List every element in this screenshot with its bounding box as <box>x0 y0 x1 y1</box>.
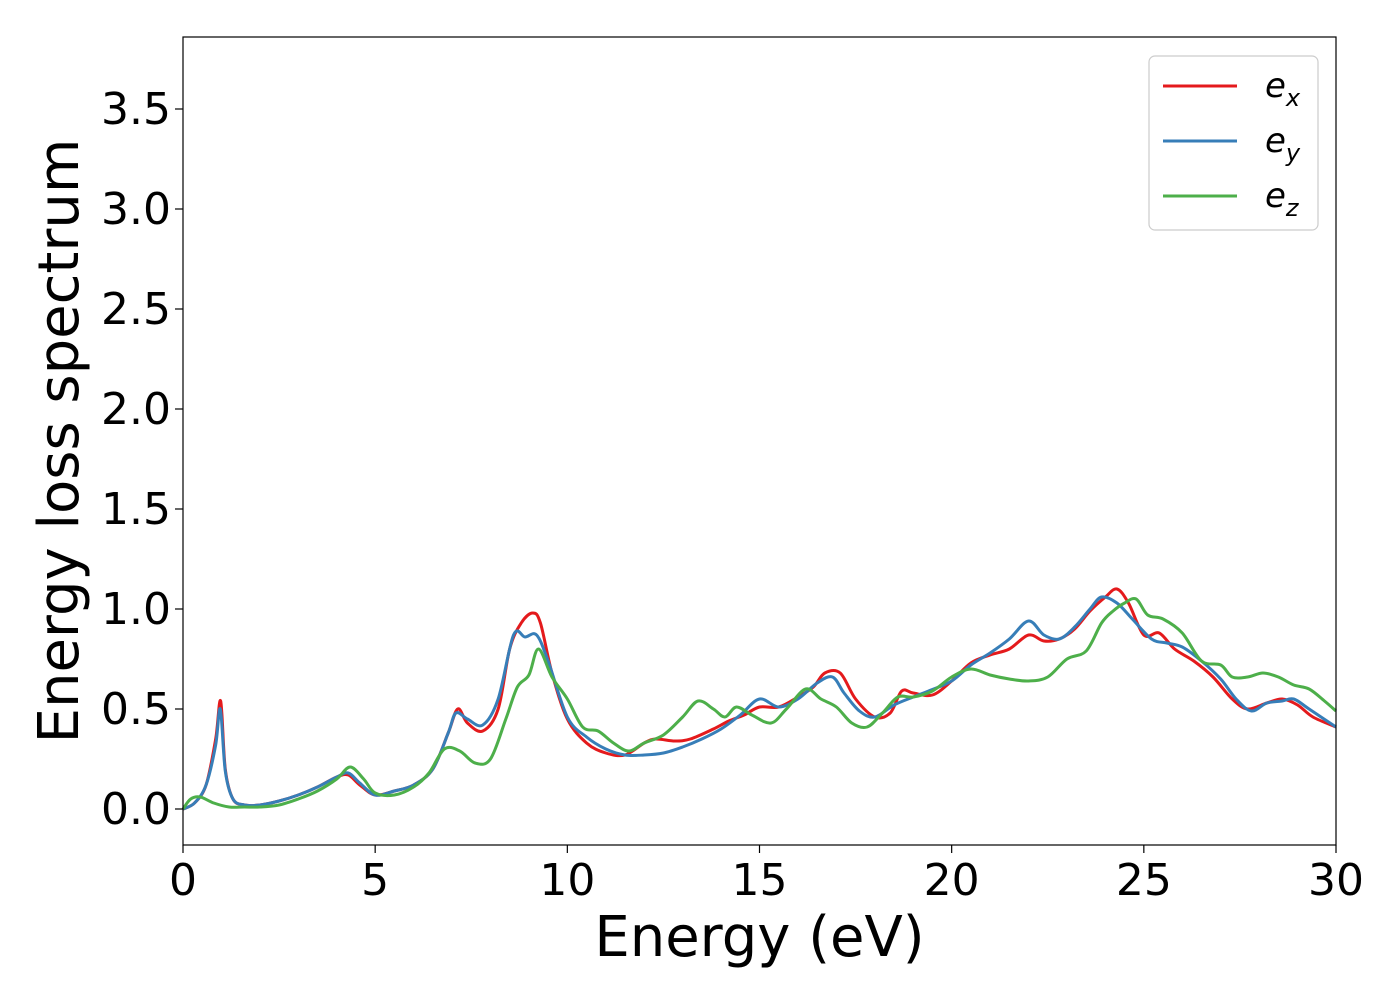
legend-box <box>1148 55 1319 231</box>
x-tick-label: 10 <box>539 855 595 906</box>
x-tick-label: 25 <box>1116 855 1172 906</box>
y-axis: 0.0 0.5 1.0 1.5 2.0 2.5 3.0 3.5 <box>101 84 183 835</box>
y-tick-label: 1.5 <box>101 484 171 535</box>
y-tick-label: 2.5 <box>101 284 171 335</box>
x-tick-label: 15 <box>732 855 788 906</box>
y-axis-label: Energy loss spectrum <box>27 139 92 744</box>
series-line-z <box>181 597 1337 810</box>
x-tick-label: 20 <box>924 855 980 906</box>
x-tick-label: 0 <box>169 855 197 906</box>
legend-label-y: ey <box>1265 121 1301 167</box>
x-tick-label: 30 <box>1308 855 1364 906</box>
legend-label-z: ez <box>1265 176 1300 222</box>
plot-background <box>183 37 1336 845</box>
y-tick-label: 0.5 <box>101 684 171 735</box>
legend-label-x: ex <box>1265 66 1301 112</box>
y-tick-label: 2.0 <box>101 384 171 435</box>
series-line-y <box>182 595 1337 811</box>
y-tick-label: 1.0 <box>101 584 171 635</box>
legend: ex ey ez <box>1148 55 1319 231</box>
y-tick-label: 3.0 <box>101 184 171 235</box>
y-tick-label: 0.0 <box>101 784 171 835</box>
x-tick-label: 5 <box>361 855 389 906</box>
x-axis: 0 5 10 15 20 25 30 <box>169 845 1364 906</box>
x-axis-label: Energy (eV) <box>594 905 924 970</box>
y-tick-label: 3.5 <box>101 84 171 135</box>
series-layer <box>181 587 1337 811</box>
